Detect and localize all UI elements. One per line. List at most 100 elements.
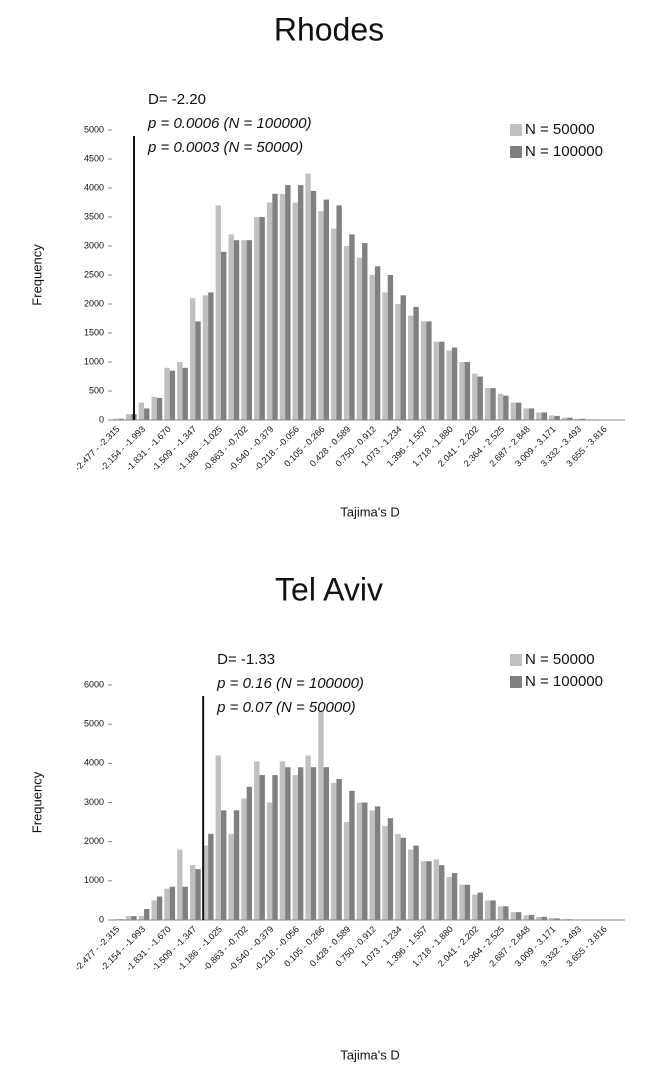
bar [139, 403, 144, 420]
bar [131, 916, 136, 920]
bar [241, 799, 246, 920]
legend-label: N = 50000 [525, 651, 595, 668]
bar [228, 834, 233, 920]
legend-swatch [510, 676, 522, 688]
x-tick-label: -1.831 - -1.670 [124, 924, 173, 973]
bar [305, 756, 310, 921]
bar [421, 861, 426, 920]
bar [280, 761, 285, 920]
bar [413, 307, 418, 420]
bar [324, 200, 329, 420]
bar [421, 321, 426, 420]
bar [285, 185, 290, 420]
bar [144, 408, 149, 420]
bar [177, 362, 182, 420]
bar [318, 710, 323, 920]
x-tick-label: -0.540 - -0.379 [227, 424, 276, 473]
bar [439, 342, 444, 420]
x-tick-label: -2.477 - -2.315 [73, 424, 122, 473]
bar [375, 266, 380, 420]
bar [311, 191, 316, 420]
y-tick-label: 4000 [84, 758, 104, 768]
bar [362, 243, 367, 420]
y-tick-label: 5000 [84, 719, 104, 729]
x-axis-label: Tajima's D [340, 504, 400, 519]
bar [459, 885, 464, 920]
bar [183, 368, 188, 420]
annotation-label: D= -2.20 [148, 91, 206, 108]
y-tick-label: 3500 [84, 211, 104, 221]
bar [216, 205, 221, 420]
bar [370, 275, 375, 420]
y-tick-label: 500 [89, 385, 104, 395]
bar [465, 362, 470, 420]
bar [293, 775, 298, 920]
bar [490, 388, 495, 420]
bar [234, 810, 239, 920]
bar [388, 818, 393, 920]
bar [472, 895, 477, 920]
bar [190, 298, 195, 420]
bar [375, 806, 380, 920]
bar [554, 416, 559, 420]
bar [272, 775, 277, 920]
bar [216, 756, 221, 921]
legend-swatch [510, 654, 522, 666]
bar [157, 897, 162, 921]
bar [293, 203, 298, 421]
bar [446, 877, 451, 920]
y-tick-label: 0 [99, 414, 104, 424]
bar [298, 767, 303, 920]
bar [305, 174, 310, 421]
bar [485, 388, 490, 420]
bar [446, 350, 451, 420]
bar [254, 761, 259, 920]
bar [190, 865, 195, 920]
chart-title: Tel Aviv [275, 571, 383, 607]
bar [472, 374, 477, 420]
y-tick-label: 3000 [84, 797, 104, 807]
bar [478, 893, 483, 920]
bar [388, 275, 393, 420]
bar [336, 205, 341, 420]
bar [247, 787, 252, 920]
bar [485, 900, 490, 920]
bar [157, 398, 162, 420]
bar [267, 803, 272, 921]
bar [259, 775, 264, 920]
y-tick-label: 2000 [84, 298, 104, 308]
legend-label: N = 100000 [525, 673, 603, 690]
bar [401, 295, 406, 420]
bar [164, 889, 169, 920]
bar [349, 234, 354, 420]
bar [228, 234, 233, 420]
y-tick-label: 3000 [84, 240, 104, 250]
y-tick-label: 1500 [84, 327, 104, 337]
bar [498, 394, 503, 420]
bar [208, 292, 213, 420]
legend-label: N = 100000 [525, 143, 603, 160]
legend-swatch [510, 146, 522, 158]
bar [139, 916, 144, 920]
x-tick-label: -1.186 - -1.025 [175, 924, 224, 973]
x-tick-label: -2.154 - -1.993 [98, 924, 147, 973]
bar [170, 371, 175, 420]
x-tick-label: -0.863 - -0.702 [201, 424, 250, 473]
bar [221, 810, 226, 920]
bar [183, 887, 188, 920]
bar [542, 412, 547, 420]
bar [144, 909, 149, 920]
bar [401, 838, 406, 920]
annotation-note: p = 0.07 (N = 50000) [216, 699, 355, 716]
bar [298, 185, 303, 420]
y-tick-label: 4500 [84, 153, 104, 163]
annotation-note: p = 0.16 (N = 100000) [216, 675, 364, 692]
bar [511, 912, 516, 920]
x-tick-label: -1.186 - -1.025 [175, 424, 224, 473]
x-tick-label: -2.477 - -2.315 [73, 924, 122, 973]
bar [490, 900, 495, 920]
x-tick-label: -0.218 - -0.056 [252, 924, 301, 973]
chart-title: Rhodes [274, 11, 384, 47]
bar [349, 791, 354, 920]
